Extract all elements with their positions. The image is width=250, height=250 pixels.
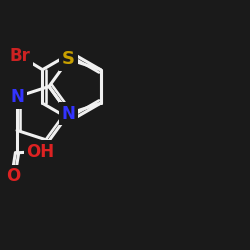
Text: N: N xyxy=(10,88,24,106)
Text: OH: OH xyxy=(26,142,55,160)
Text: Br: Br xyxy=(10,47,30,65)
Text: S: S xyxy=(62,50,75,68)
Text: O: O xyxy=(6,168,20,186)
Text: N: N xyxy=(62,104,76,122)
